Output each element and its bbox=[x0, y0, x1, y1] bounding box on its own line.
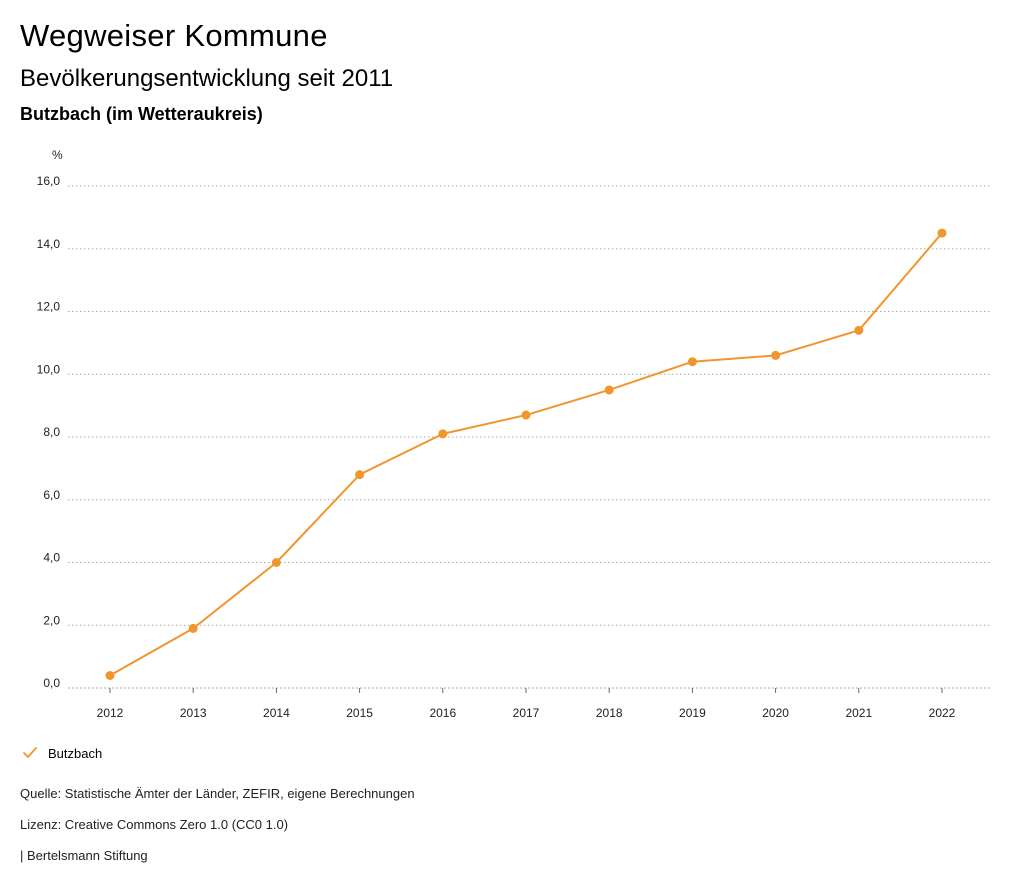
x-tick-label: 2018 bbox=[596, 706, 623, 720]
x-tick-label: 2017 bbox=[513, 706, 540, 720]
x-tick-label: 2015 bbox=[346, 706, 373, 720]
y-tick-label: 10,0 bbox=[37, 362, 61, 376]
x-tick-label: 2022 bbox=[929, 706, 956, 720]
data-point[interactable] bbox=[271, 558, 281, 567]
data-point[interactable] bbox=[771, 350, 781, 360]
x-tick-label: 2013 bbox=[180, 706, 207, 720]
y-axis-unit-label: % bbox=[52, 148, 63, 162]
data-point[interactable] bbox=[188, 623, 198, 633]
x-tick-label: 2014 bbox=[263, 706, 290, 720]
data-point[interactable] bbox=[105, 670, 115, 680]
y-tick-label: 14,0 bbox=[37, 237, 61, 251]
series-line-butzbach bbox=[109, 232, 943, 677]
y-tick-label: 12,0 bbox=[37, 300, 61, 314]
data-point[interactable] bbox=[937, 228, 947, 238]
line-chart: % 0,0 2,0 4,0 6,0 8,0 10,0 12,0 14,0 16,0 2012 20… bbox=[37, 148, 990, 720]
app-title: Wegweiser Kommune bbox=[20, 18, 328, 53]
y-tick-label: 16,0 bbox=[37, 174, 61, 188]
legend-label: Butzbach bbox=[48, 745, 103, 761]
y-tick-label: 2,0 bbox=[43, 613, 60, 627]
x-tick-label: 2019 bbox=[679, 706, 706, 720]
data-point[interactable] bbox=[521, 410, 531, 420]
y-tick-label: 8,0 bbox=[43, 425, 60, 439]
x-tick-label: 2016 bbox=[429, 706, 456, 720]
data-point[interactable] bbox=[604, 385, 614, 395]
x-tick-label: 2012 bbox=[97, 706, 124, 720]
region-title: Butzbach (im Wetteraukreis) bbox=[20, 104, 263, 124]
data-point[interactable] bbox=[687, 357, 697, 367]
y-tick-label: 6,0 bbox=[43, 488, 60, 502]
x-tick-label: 2021 bbox=[845, 706, 872, 720]
y-tick-label: 4,0 bbox=[43, 551, 60, 565]
chart-subtitle: Bevölkerungsentwicklung seit 2011 bbox=[20, 65, 394, 92]
y-tick-label: 0,0 bbox=[43, 676, 60, 690]
data-point[interactable] bbox=[355, 470, 365, 480]
publisher-text: | Bertelsmann Stiftung bbox=[20, 848, 148, 863]
data-point[interactable] bbox=[438, 429, 448, 439]
data-point[interactable] bbox=[854, 325, 864, 335]
check-icon bbox=[23, 747, 37, 758]
license-text: Lizenz: Creative Commons Zero 1.0 (CC0 1… bbox=[20, 817, 289, 832]
legend-item-butzbach[interactable]: Butzbach bbox=[22, 745, 102, 761]
source-text: Quelle: Statistische Ämter der Länder, Z… bbox=[20, 786, 415, 801]
x-tick-label: 2020 bbox=[762, 706, 789, 720]
